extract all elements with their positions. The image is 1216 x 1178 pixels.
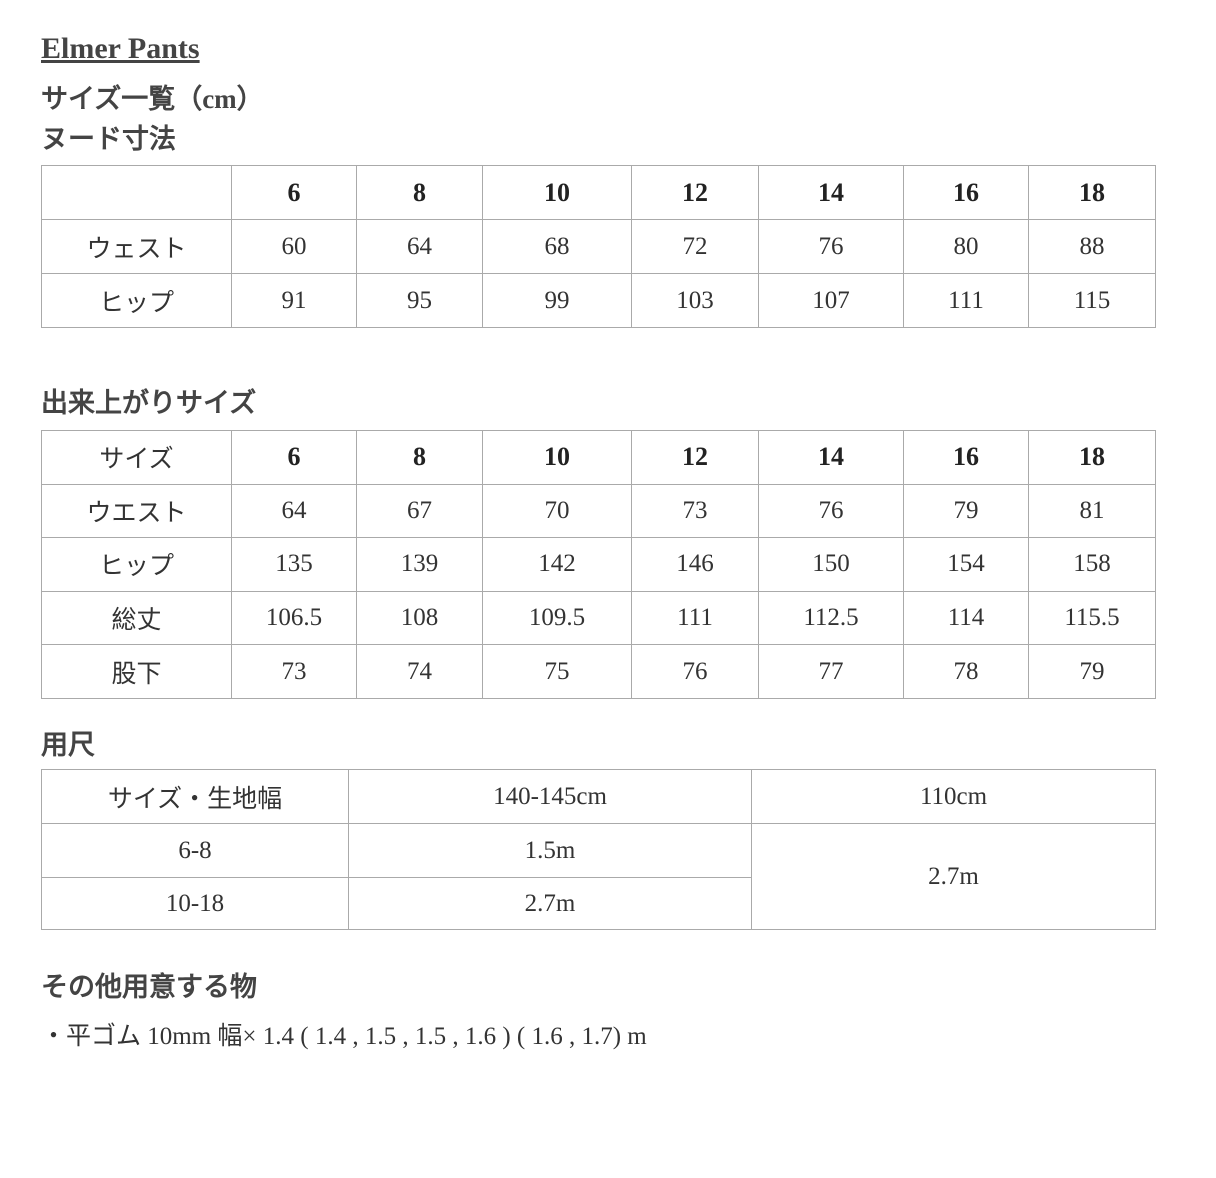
value-cell: 72 bbox=[631, 219, 759, 274]
value-cell: 106.5 bbox=[231, 590, 357, 646]
row-label: ヒップ bbox=[41, 273, 232, 328]
value-cell: 79 bbox=[903, 483, 1029, 539]
value-cell: 60 bbox=[231, 219, 357, 274]
header-cell: 18 bbox=[1028, 165, 1156, 220]
page-title: Elmer Pants bbox=[41, 32, 200, 65]
header-cell: 18 bbox=[1028, 430, 1156, 485]
header-cell: サイズ・生地幅 bbox=[41, 769, 349, 824]
header-cell: 12 bbox=[631, 165, 759, 220]
row-label: 股下 bbox=[41, 644, 232, 699]
value-cell: 154 bbox=[903, 537, 1029, 592]
value-cell: 150 bbox=[758, 537, 904, 592]
value-cell: 103 bbox=[631, 273, 759, 328]
value-cell: 78 bbox=[903, 644, 1029, 699]
other-materials-heading: その他用意する物 bbox=[41, 972, 257, 1002]
value-cell: 77 bbox=[758, 644, 904, 699]
header-cell: 8 bbox=[356, 165, 483, 220]
value-cell: 115 bbox=[1028, 273, 1156, 328]
value-cell: 111 bbox=[631, 590, 759, 646]
yardage-heading: 用尺 bbox=[41, 730, 95, 760]
nude-measurements-heading: ヌード寸法 bbox=[41, 124, 176, 154]
header-cell: 16 bbox=[903, 430, 1029, 485]
row-label: ウエスト bbox=[41, 483, 232, 539]
value-cell: 158 bbox=[1028, 537, 1156, 592]
header-row: サイズ 6 8 10 12 14 16 18 bbox=[41, 430, 1156, 485]
value-cell: 64 bbox=[231, 483, 357, 539]
value-cell: 79 bbox=[1028, 644, 1156, 699]
header-cell: 12 bbox=[631, 430, 759, 485]
value-cell: 107 bbox=[758, 273, 904, 328]
value-cell: 81 bbox=[1028, 483, 1156, 539]
value-cell: 73 bbox=[231, 644, 357, 699]
finished-size-heading: 出来上がりサイズ bbox=[41, 388, 257, 418]
value-cell: 91 bbox=[231, 273, 357, 328]
table-row: 6-8 1.5m 2.7m bbox=[41, 823, 1156, 930]
value-cell: 112.5 bbox=[758, 590, 904, 646]
table-row: ヒップ 91 95 99 103 107 111 115 bbox=[41, 273, 1156, 328]
value-cell: 135 bbox=[231, 537, 357, 592]
header-cell: 10 bbox=[482, 430, 632, 485]
table-row: 総丈 106.5 108 109.5 111 112.5 114 115.5 bbox=[41, 590, 1156, 646]
row-label: ウェスト bbox=[41, 219, 232, 274]
value-cell: 114 bbox=[903, 590, 1029, 646]
value-cell: 76 bbox=[631, 644, 759, 699]
header-cell: 10 bbox=[482, 165, 632, 220]
header-cell: 16 bbox=[903, 165, 1029, 220]
table-row: ヒップ 135 139 142 146 150 154 158 bbox=[41, 537, 1156, 592]
value-cell-110cm: 2.7m bbox=[751, 823, 1156, 930]
value-cell: 142 bbox=[482, 537, 632, 592]
size-cell: 6-8 bbox=[41, 823, 349, 878]
value-cell: 115.5 bbox=[1028, 590, 1156, 646]
finished-size-table: サイズ 6 8 10 12 14 16 18 ウエスト 64 67 70 73 76 79 81 ヒップ 135 1… bbox=[41, 430, 1156, 699]
value-cell: 76 bbox=[758, 483, 904, 539]
table-row: サイズ・生地幅 140-145cm 110cm bbox=[41, 769, 1156, 824]
value-cell: 108 bbox=[356, 590, 483, 646]
size-list-heading: サイズ一覧（cm） bbox=[41, 84, 264, 114]
value-cell: 76 bbox=[758, 219, 904, 274]
row-label: ヒップ bbox=[41, 537, 232, 592]
value-cell: 111 bbox=[903, 273, 1029, 328]
row-label: 総丈 bbox=[41, 590, 232, 646]
value-cell: 139 bbox=[356, 537, 483, 592]
value-cell: 146 bbox=[631, 537, 759, 592]
table-row: 股下 73 74 75 76 77 78 79 bbox=[41, 644, 1156, 699]
header-cell: 14 bbox=[758, 430, 904, 485]
value-cell: 75 bbox=[482, 644, 632, 699]
value-cell: 68 bbox=[482, 219, 632, 274]
value-cell: 2.7m bbox=[348, 877, 752, 930]
header-cell: サイズ bbox=[41, 430, 232, 485]
table-row: 10-18 2.7m bbox=[41, 877, 1156, 930]
value-cell: 70 bbox=[482, 483, 632, 539]
header-cell: 140-145cm bbox=[348, 769, 752, 824]
value-cell: 95 bbox=[356, 273, 483, 328]
table-row: ウェスト 60 64 68 72 76 80 88 bbox=[41, 219, 1156, 274]
header-cell bbox=[41, 165, 232, 220]
header-cell: 6 bbox=[231, 430, 357, 485]
value-cell: 109.5 bbox=[482, 590, 632, 646]
value-cell: 67 bbox=[356, 483, 483, 539]
size-cell: 10-18 bbox=[41, 877, 349, 930]
value-cell: 1.5m bbox=[348, 823, 752, 878]
value-cell: 88 bbox=[1028, 219, 1156, 274]
header-cell: 6 bbox=[231, 165, 357, 220]
header-cell: 14 bbox=[758, 165, 904, 220]
nude-measurements-table: 6 8 10 12 14 16 18 ウェスト 60 64 68 72 76 80 88 ヒップ 91 95 99 1… bbox=[41, 165, 1156, 328]
value-cell: 80 bbox=[903, 219, 1029, 274]
yardage-table: サイズ・生地幅 140-145cm 110cm 6-8 1.5m 2.7m 10… bbox=[41, 769, 1156, 930]
value-cell: 64 bbox=[356, 219, 483, 274]
header-cell: 8 bbox=[356, 430, 483, 485]
value-cell: 74 bbox=[356, 644, 483, 699]
header-cell: 110cm bbox=[751, 769, 1156, 824]
value-cell: 99 bbox=[482, 273, 632, 328]
header-row: 6 8 10 12 14 16 18 bbox=[41, 165, 1156, 220]
value-cell: 73 bbox=[631, 483, 759, 539]
table-row: ウエスト 64 67 70 73 76 79 81 bbox=[41, 483, 1156, 539]
elastic-item: ・平ゴム 10mm 幅× 1.4 ( 1.4 , 1.5 , 1.5 , 1.6… bbox=[41, 1023, 647, 1050]
